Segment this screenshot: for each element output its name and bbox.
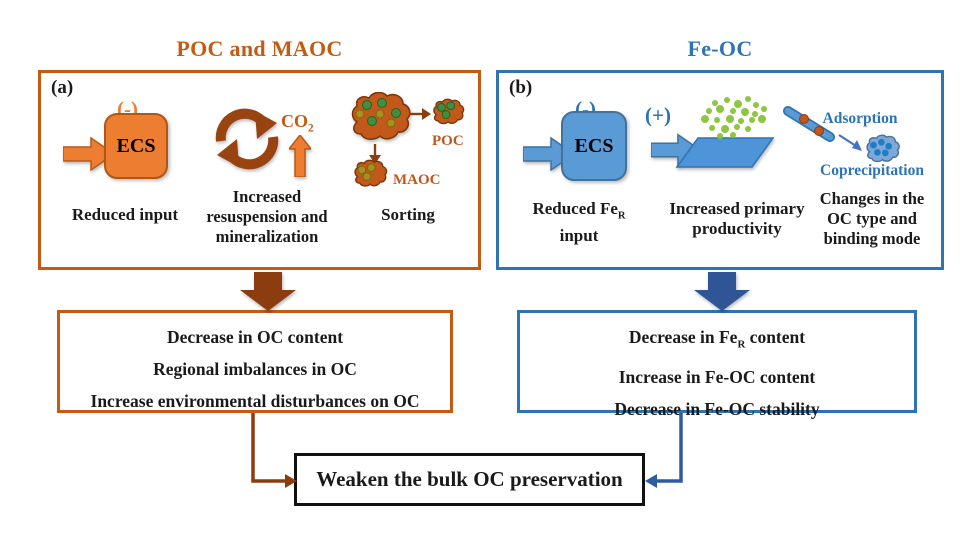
co2-base: CO <box>281 111 308 131</box>
result-box-a: Decrease in OC content Regional imbalanc… <box>57 310 453 413</box>
maoc-label: MAOC <box>393 172 441 188</box>
panel-a: (a) (-) ECS Reduced input CO2 Increased … <box>38 70 481 270</box>
changes-line1: Changes in the <box>819 189 925 208</box>
reduced-input-label: Reduced input <box>71 205 179 224</box>
final-conclusion-box: Weaken the bulk OC preservation <box>294 453 645 506</box>
sorting-label: Sorting <box>381 205 435 224</box>
productivity-label: Increased primary productivity <box>635 199 839 239</box>
productivity-line2: productivity <box>692 219 782 238</box>
panel-b: (b) (-) ECS Reduced FeR input (+) <box>496 70 944 270</box>
changes-line3: binding mode <box>823 229 921 248</box>
ecs-box-a: ECS <box>104 113 168 179</box>
up-arrow-icon <box>289 135 311 177</box>
fer-sub: R <box>617 210 626 222</box>
adsorption-coprecipitation-icon <box>783 106 900 163</box>
elbow-connector-a <box>251 413 286 483</box>
box-b-line3: Decrease in Fe-OC stability <box>614 398 820 419</box>
reduced-fer-line1: Reduced FeR <box>499 199 659 226</box>
panel-a-tag: (a) <box>51 77 74 98</box>
reduced-fer-label: Reduced FeR input <box>499 199 659 246</box>
fer-base: Reduced Fe <box>532 199 618 218</box>
adsorption-label: Adsorption <box>822 110 898 127</box>
panel-b-tag: (b) <box>509 77 533 98</box>
productivity-line1: Increased primary <box>669 199 805 218</box>
plus-sign-b: (+) <box>645 103 671 127</box>
co2-sub: 2 <box>308 122 314 135</box>
right-arrow-icon <box>63 137 115 171</box>
resuspension-line3: mineralization <box>215 227 319 246</box>
box-b-line1-base: Decrease in Fe <box>628 327 738 347</box>
box-a-line1: Decrease in OC content <box>166 327 344 347</box>
productivity-surface-icon <box>675 96 775 168</box>
reduced-fer-line2: input <box>559 226 599 246</box>
result-box-b: Decrease in FeR content Increase in Fe-O… <box>517 310 917 419</box>
recycle-icon <box>215 108 279 170</box>
final-box-label: Weaken the bulk OC preservation <box>316 467 623 491</box>
panel-a-title: POC and MAOC <box>176 36 343 61</box>
box-b-line1-sub: R <box>737 338 746 351</box>
sorting-clouds-icon: POC MAOC <box>351 92 465 188</box>
box-b-line1-rest: content <box>745 327 806 347</box>
changes-label: Changes in the OC type and binding mode <box>799 189 945 249</box>
resuspension-line2: resuspension and <box>206 207 328 226</box>
resuspension-line1: Increased <box>232 187 302 206</box>
ecs-label-a: ECS <box>116 134 156 157</box>
ecs-box-b: ECS <box>561 111 627 181</box>
box-b-line2: Increase in Fe-OC content <box>618 366 816 387</box>
thick-down-arrow-b <box>694 272 750 311</box>
panel-b-title: Fe-OC <box>687 36 753 61</box>
coprecipitation-label: Coprecipitation <box>820 162 924 179</box>
box-b-line1: Decrease in FeR content <box>520 321 914 361</box>
poc-label: POC <box>432 133 464 149</box>
resuspension-label: Increased resuspension and mineralizatio… <box>179 187 355 247</box>
co2-label: CO2 <box>281 111 314 135</box>
ecs-label-b: ECS <box>574 134 614 157</box>
thick-down-arrow-a <box>240 272 296 311</box>
box-a-line3: Increase environmental disturbances on O… <box>90 391 420 411</box>
elbow-arrowhead-b <box>645 474 657 488</box>
box-a-line2: Regional imbalances in OC <box>153 359 357 379</box>
changes-line2: OC type and <box>827 209 917 228</box>
